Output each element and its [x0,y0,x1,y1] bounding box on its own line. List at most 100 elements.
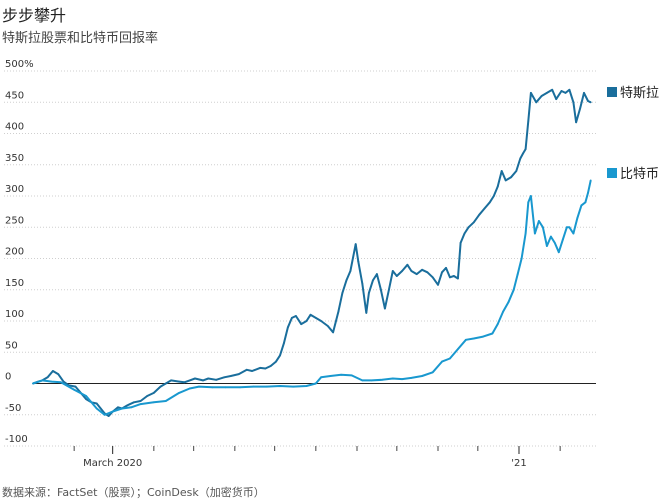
data-point [117,406,119,409]
data-point [584,201,587,204]
data-point [183,381,186,384]
y-tick-label: 500% [5,59,34,70]
data-point [229,375,232,377]
data-point [237,373,240,375]
y-axis-ticks: 500% 450 400 350 300 250 200 150 100 50 0 -50 -100 [5,59,34,445]
data-point [406,263,409,266]
chart-title: 步步攀升 [2,6,67,25]
data-point [467,226,470,229]
series-lines [32,88,592,417]
data-point [568,226,571,229]
data-point [332,331,334,334]
data-point [245,368,248,371]
data-point [421,268,423,271]
data-point [251,370,254,372]
y-tick-label: 300 [5,184,24,195]
data-point [300,323,303,325]
data-point [478,213,481,216]
data-point [265,385,268,388]
data-point [395,275,398,277]
data-point [188,387,191,390]
data-point [292,385,295,388]
data-point [457,348,459,350]
data-point [482,335,484,338]
data-point [32,382,34,385]
data-point [354,243,357,246]
bitcoin-series [32,179,592,416]
data-point [587,100,589,102]
data-point [431,276,434,279]
data-point [453,275,455,277]
data-point [287,326,289,329]
y-tick-label: 450 [5,90,24,101]
data-point [152,392,155,394]
tesla-series [32,88,592,417]
data-point [337,310,340,313]
data-point [305,320,308,322]
data-point [340,373,342,376]
data-point [152,401,155,404]
series-line [32,88,592,417]
data-point [350,374,353,377]
data-point [560,90,563,92]
data-point [95,407,98,410]
data-point [538,220,540,222]
data-point [103,413,106,416]
data-point [565,226,568,229]
data-point [391,377,394,380]
data-point [527,120,530,122]
data-point [74,385,77,388]
data-source-note: 数据来源：FactSet（股票）；CoinDesk（加密货币） [2,486,265,499]
data-point [519,157,522,160]
y-tick-label: 350 [5,153,24,164]
data-point [320,376,322,379]
data-point [279,385,281,387]
data-point [275,360,277,363]
data-point [57,373,60,375]
data-point [534,232,536,235]
data-point [449,357,451,360]
data-point [551,88,554,91]
legend-swatch [607,87,617,97]
data-point [224,386,227,389]
data-point [587,192,589,194]
data-point [52,370,54,372]
data-point [164,382,167,385]
data-point [520,257,523,260]
data-point [215,378,218,381]
data-point [546,245,548,247]
data-point [441,271,443,274]
data-point [41,379,44,382]
data-point [530,195,532,197]
data-point [410,270,413,272]
data-point [465,338,467,341]
data-point [372,279,374,282]
y-tick-label: 0 [5,372,11,383]
data-point [572,232,575,235]
data-point [345,279,348,282]
data-point [46,376,49,379]
legend-label: 特斯拉 [620,86,659,101]
data-point [522,152,524,155]
data-point [99,407,102,410]
data-point [472,337,475,340]
x-tick-label: '21 [511,458,526,469]
data-point [380,288,382,291]
data-point [388,288,390,291]
data-point [252,385,255,388]
data-point [564,92,567,94]
y-tick-label: 50 [5,340,18,351]
data-point [421,375,423,377]
data-point [572,101,575,104]
y-tick-label: 400 [5,122,24,133]
data-point [326,325,329,327]
data-point [239,386,242,389]
data-point [457,277,459,280]
data-point [524,148,527,151]
data-point [580,204,583,207]
data-point [178,392,181,394]
data-point [553,242,556,244]
y-tick-label: 100 [5,309,24,320]
data-point [401,378,403,380]
